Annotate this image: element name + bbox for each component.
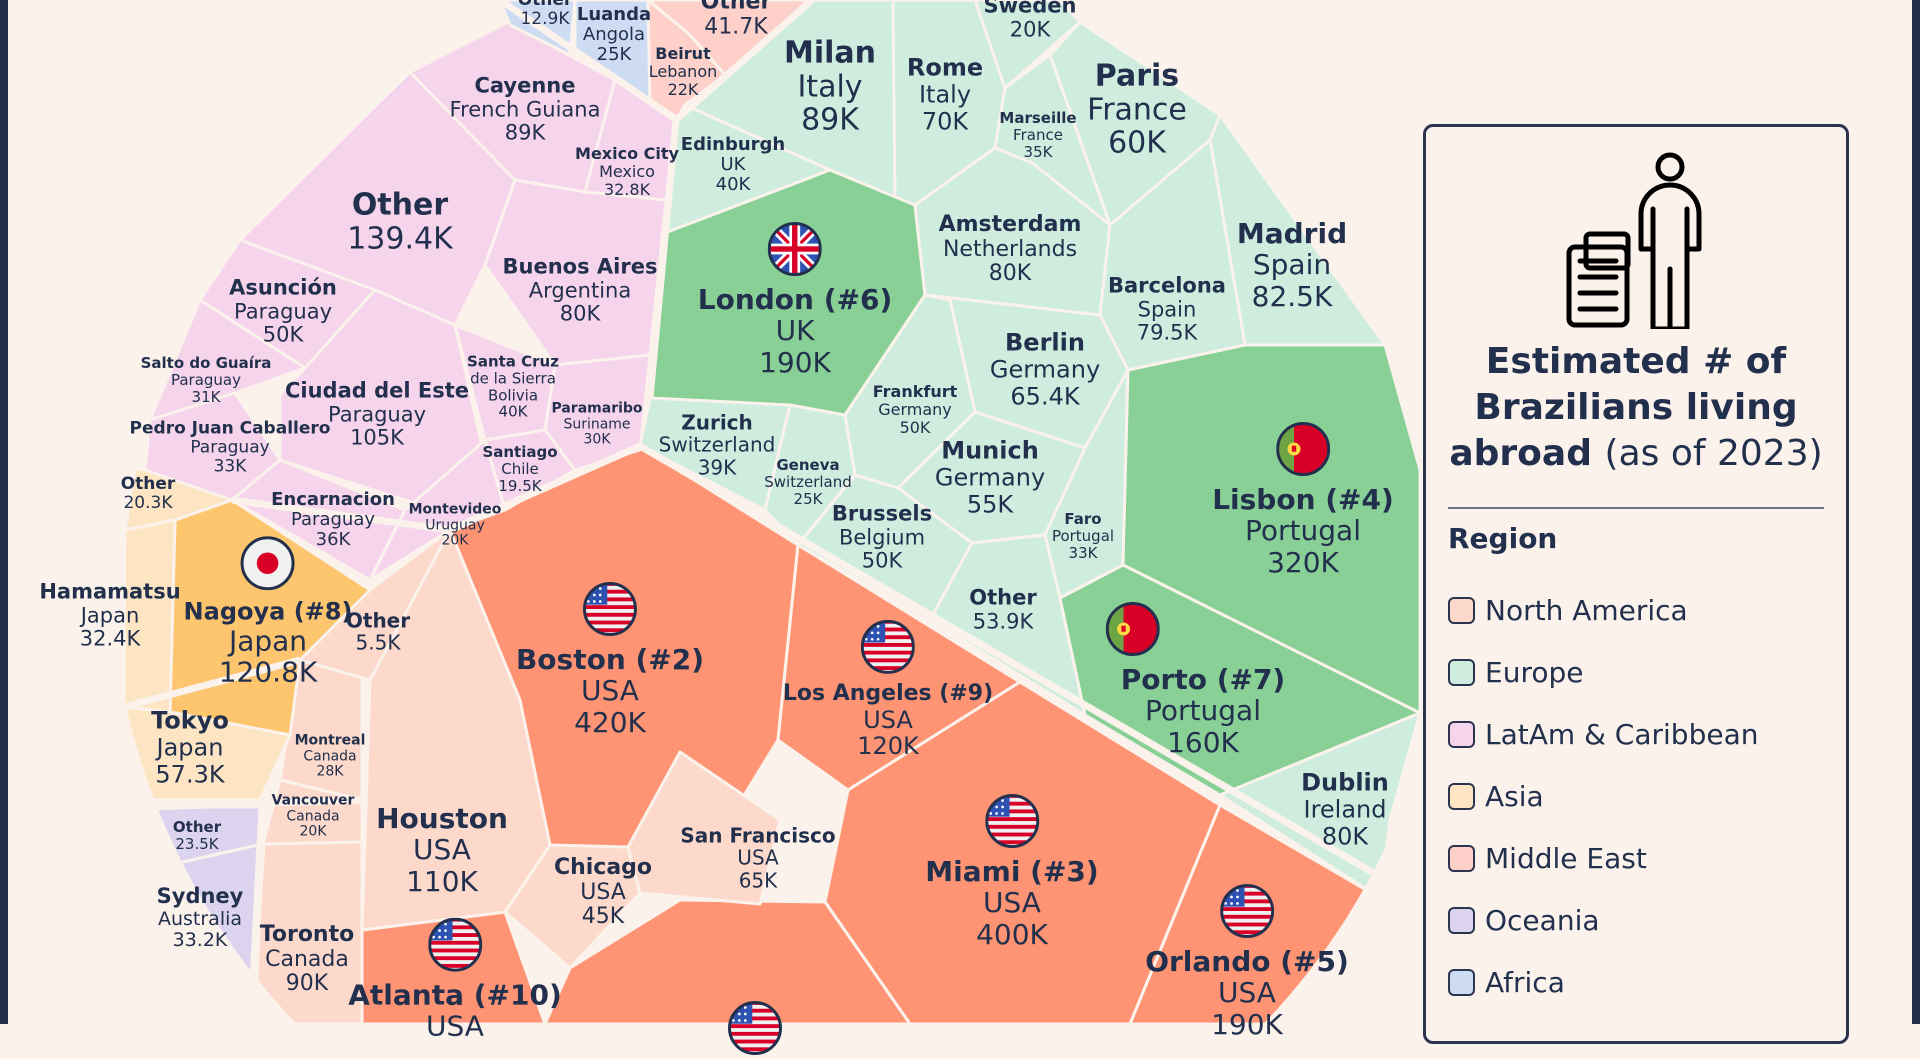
legend-item-asia: Asia (1448, 765, 1758, 827)
legend-item-north-america: North America (1448, 579, 1758, 641)
legend-item-latam-caribbean: LatAm & Caribbean (1448, 703, 1758, 765)
title-line-2: Brazilians living (1474, 387, 1798, 428)
title-line-3: abroad (1449, 433, 1592, 474)
legend-item-africa: Africa (1448, 951, 1758, 1013)
legend-panel: Estimated # of Brazilians living abroad … (1423, 124, 1849, 1044)
legend-item-oceania: Oceania (1448, 889, 1758, 951)
legend-label: Europe (1485, 655, 1584, 689)
cell-buenosaires (483, 178, 668, 367)
cell-vancouver (261, 778, 364, 846)
legend-list: North America Europe LatAm & Caribbean Asia… (1448, 579, 1758, 1013)
title-line-1: Estimated # of (1485, 341, 1787, 382)
cell-hamamatsu (122, 518, 177, 714)
legend-swatch (1448, 720, 1475, 748)
legend-item-europe: Europe (1448, 641, 1758, 703)
cell-toronto (253, 840, 364, 1024)
cell-europe-other (928, 533, 1087, 717)
cell-atlanta (360, 910, 547, 1024)
legend-swatch (1448, 782, 1475, 810)
legend-label: Oceania (1485, 903, 1600, 937)
legend-title: Estimated # of Brazilians living abroad … (1426, 339, 1846, 477)
legend-label: Middle East (1485, 841, 1647, 875)
legend-label: Asia (1485, 779, 1544, 813)
legend-label: North America (1485, 593, 1688, 627)
legend-label: Africa (1485, 965, 1565, 999)
cell-chicago (503, 843, 642, 970)
legend-swatch (1448, 906, 1475, 934)
legend-label: LatAm & Caribbean (1485, 717, 1759, 751)
legend-divider (1448, 507, 1824, 509)
legend-swatch (1448, 596, 1475, 624)
title-date: (as of 2023) (1604, 433, 1823, 474)
legend-swatch (1448, 844, 1475, 872)
voronoi-treemap (122, 0, 1422, 1024)
legend-heading: Region (1448, 522, 1558, 555)
cell-dublin (1218, 711, 1422, 900)
traveler-luggage-icon (1566, 152, 1702, 329)
frame-left-border (0, 0, 8, 1024)
cell-sydney (168, 843, 260, 1007)
cell-sf (626, 750, 782, 906)
legend-item-middle-east: Middle East (1448, 827, 1758, 889)
legend-swatch (1448, 968, 1475, 996)
frame-right-border (1912, 0, 1920, 1024)
legend-swatch (1448, 658, 1475, 686)
